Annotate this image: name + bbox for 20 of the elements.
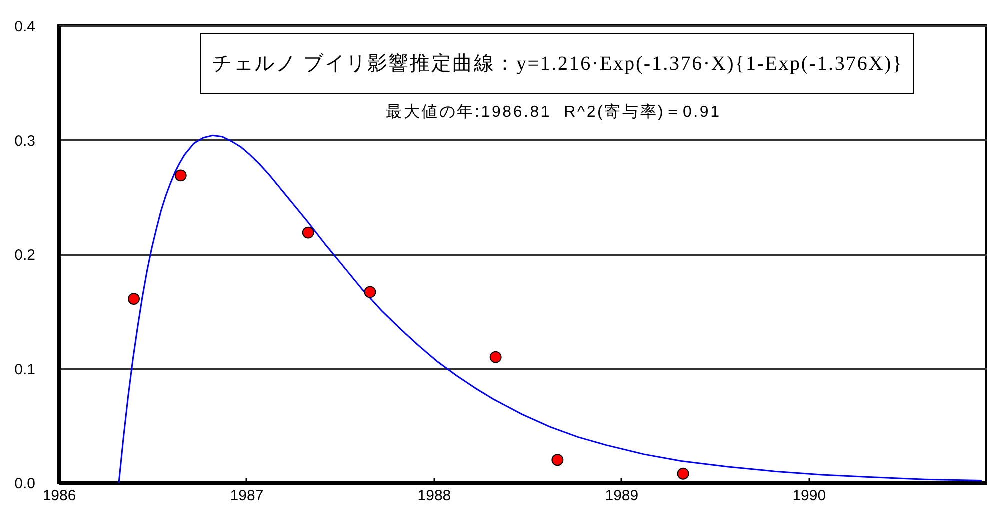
point (677, 468, 690, 480)
point (128, 293, 140, 306)
y-tick-label: 0.1 (14, 361, 36, 378)
point (364, 286, 376, 298)
y-tick-label: 0.3 (14, 132, 36, 150)
y-tick-label: 0.4 (14, 18, 36, 36)
x-tick-label: 1987 (230, 488, 264, 504)
x-tick-label: 1988 (418, 488, 452, 504)
point (490, 351, 502, 364)
line-series (118, 134, 982, 483)
point (174, 170, 187, 182)
point (302, 226, 314, 239)
y-tick-label: 0.2 (14, 247, 36, 264)
annotation: チェルノ ブイリ影響推定曲線：y=1.216·Exp(-1.376·X){1-Exp(-1.376X)} (200, 33, 914, 94)
x-tick-label: 1990 (792, 488, 826, 504)
annotation: 最大値の年:1986.81 R^2(寄与率)＝0.91 (386, 102, 722, 123)
x-tick-label: 1989 (605, 488, 639, 504)
x-tick-label: 1986 (42, 488, 76, 504)
point (552, 454, 564, 466)
y-tick-label: 0.0 (14, 476, 36, 492)
